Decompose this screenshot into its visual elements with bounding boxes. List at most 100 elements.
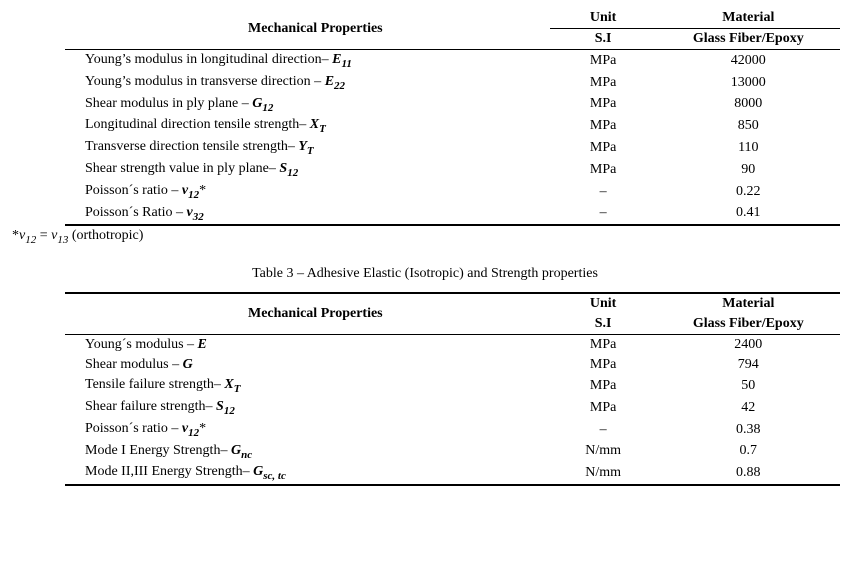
- property-cell: Shear strength value in ply plane– S12: [65, 159, 550, 181]
- value-cell: 0.38: [657, 419, 840, 441]
- property-cell: Longitudinal direction tensile strength–…: [65, 115, 550, 137]
- value-cell: 0.41: [657, 203, 840, 226]
- note-after: (orthotropic): [68, 228, 143, 243]
- property-cell: Poisson´s ratio – ν12*: [65, 419, 550, 441]
- property-label: Mode I Energy Strength–: [85, 443, 231, 458]
- unit-cell: MPa: [550, 397, 657, 419]
- property-label: Poisson´s Ratio –: [85, 205, 187, 220]
- unit-cell: –: [550, 419, 657, 441]
- note-s2s: 13: [57, 234, 68, 246]
- table-row: Young’s modulus in longitudinal directio…: [65, 50, 840, 72]
- property-cell: Shear failure strength– S12: [65, 397, 550, 419]
- property-cell: Transverse direction tensile strength– Y…: [65, 137, 550, 159]
- t1-h-mat2: Glass Fiber/Epoxy: [657, 29, 840, 50]
- table-row: Mode I Energy Strength– GncN/mm0.7: [65, 441, 840, 463]
- table-row: Young´s modulus – EMPa2400: [65, 335, 840, 356]
- property-symbol: Gnc: [231, 443, 252, 458]
- unit-cell: –: [550, 181, 657, 203]
- property-symbol: E22: [325, 74, 345, 89]
- unit-cell: MPa: [550, 115, 657, 137]
- table-row: Shear failure strength– S12MPa42: [65, 397, 840, 419]
- property-symbol: E: [198, 337, 207, 352]
- property-cell: Mode II,III Energy Strength– Gsc, tc: [65, 462, 550, 485]
- value-cell: 794: [657, 355, 840, 375]
- property-label: Young’s modulus in transverse direction …: [85, 74, 325, 89]
- unit-cell: MPa: [550, 72, 657, 94]
- value-cell: 0.88: [657, 462, 840, 485]
- table-row: Transverse direction tensile strength– Y…: [65, 137, 840, 159]
- table-row: Longitudinal direction tensile strength–…: [65, 115, 840, 137]
- value-cell: 0.7: [657, 441, 840, 463]
- property-cell: Poisson´s Ratio – ν32: [65, 203, 550, 226]
- value-cell: 8000: [657, 94, 840, 116]
- property-label: Shear modulus –: [85, 357, 183, 372]
- property-label: Shear strength value in ply plane–: [85, 161, 279, 176]
- property-label: Poisson´s ratio –: [85, 183, 182, 198]
- t1-h-prop: Mechanical Properties: [65, 8, 550, 50]
- value-cell: 850: [657, 115, 840, 137]
- t2-h-prop: Mechanical Properties: [65, 293, 550, 335]
- property-symbol: S12: [279, 161, 298, 176]
- unit-cell: N/mm: [550, 441, 657, 463]
- property-symbol: XT: [310, 117, 326, 132]
- unit-cell: MPa: [550, 355, 657, 375]
- t2-h-unit1: Unit: [550, 293, 657, 314]
- unit-cell: MPa: [550, 94, 657, 116]
- property-symbol: G12: [252, 96, 273, 111]
- orthotropic-note: *ν12 = ν13 (orthotropic): [12, 228, 840, 246]
- table3-caption: Table 3 – Adhesive Elastic (Isotropic) a…: [10, 266, 840, 282]
- t2-h-mat1: Material: [657, 293, 840, 314]
- table-row: Poisson´s ratio – ν12*–0.22: [65, 181, 840, 203]
- unit-cell: MPa: [550, 159, 657, 181]
- table-2: Mechanical Properties Unit Material S.I …: [65, 292, 840, 486]
- property-symbol: G: [183, 357, 193, 372]
- value-cell: 110: [657, 137, 840, 159]
- table-row: Tensile failure strength– XTMPa50: [65, 375, 840, 397]
- property-label: Transverse direction tensile strength–: [85, 139, 298, 154]
- value-cell: 2400: [657, 335, 840, 356]
- table-row: Shear strength value in ply plane– S12MP…: [65, 159, 840, 181]
- t2-h-mat2: Glass Fiber/Epoxy: [657, 314, 840, 335]
- property-cell: Young’s modulus in longitudinal directio…: [65, 50, 550, 72]
- unit-cell: MPa: [550, 375, 657, 397]
- property-symbol: XT: [224, 377, 240, 392]
- property-label: Poisson´s ratio –: [85, 421, 182, 436]
- property-cell: Shear modulus – G: [65, 355, 550, 375]
- note-s1s: 12: [25, 234, 36, 246]
- unit-cell: MPa: [550, 137, 657, 159]
- property-symbol: E11: [332, 52, 352, 67]
- property-cell: Young´s modulus – E: [65, 335, 550, 356]
- value-cell: 50: [657, 375, 840, 397]
- property-cell: Tensile failure strength– XT: [65, 375, 550, 397]
- property-cell: Shear modulus in ply plane – G12: [65, 94, 550, 116]
- value-cell: 0.22: [657, 181, 840, 203]
- unit-cell: MPa: [550, 50, 657, 72]
- value-cell: 42000: [657, 50, 840, 72]
- property-cell: Young’s modulus in transverse direction …: [65, 72, 550, 94]
- table-row: Shear modulus in ply plane – G12MPa8000: [65, 94, 840, 116]
- property-label: Longitudinal direction tensile strength–: [85, 117, 310, 132]
- unit-cell: N/mm: [550, 462, 657, 485]
- table-1: Mechanical Properties Unit Material S.I …: [65, 8, 840, 226]
- table-row: Mode II,III Energy Strength– Gsc, tcN/mm…: [65, 462, 840, 485]
- property-label: Tensile failure strength–: [85, 377, 224, 392]
- property-symbol: ν12: [182, 183, 199, 198]
- value-cell: 13000: [657, 72, 840, 94]
- property-symbol: S12: [216, 399, 235, 414]
- property-symbol: Gsc, tc: [253, 464, 286, 479]
- property-cell: Mode I Energy Strength– Gnc: [65, 441, 550, 463]
- property-label: Shear modulus in ply plane –: [85, 96, 252, 111]
- t1-h-unit2: S.I: [550, 29, 657, 50]
- note-eq: =: [36, 228, 51, 243]
- table-row: Young’s modulus in transverse direction …: [65, 72, 840, 94]
- property-label: Young´s modulus –: [85, 337, 198, 352]
- t1-h-mat1: Material: [657, 8, 840, 29]
- value-cell: 42: [657, 397, 840, 419]
- property-label: Mode II,III Energy Strength–: [85, 464, 253, 479]
- property-symbol: ν12: [182, 421, 199, 436]
- property-label: Shear failure strength–: [85, 399, 216, 414]
- property-symbol: YT: [298, 139, 313, 154]
- t2-h-unit2: S.I: [550, 314, 657, 335]
- table-row: Poisson´s Ratio – ν32–0.41: [65, 203, 840, 226]
- unit-cell: –: [550, 203, 657, 226]
